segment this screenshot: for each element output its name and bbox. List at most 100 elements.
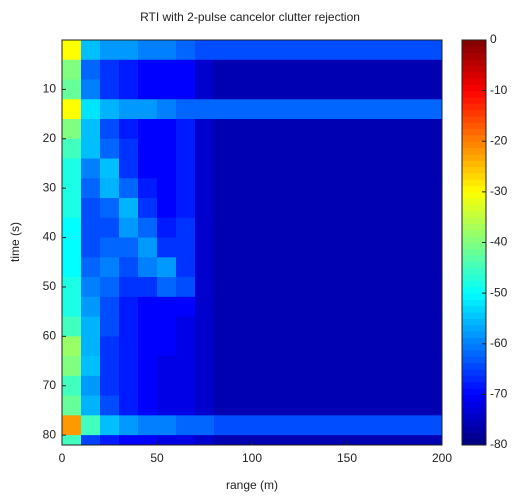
colorbar-segment: [462, 147, 486, 155]
cell: [328, 178, 348, 199]
cell: [423, 79, 442, 100]
cell: [385, 415, 405, 436]
cell: [157, 415, 177, 436]
cell: [290, 316, 310, 337]
cell: [290, 99, 310, 120]
colorbar-segment: [462, 394, 486, 402]
colorbar-segment: [462, 71, 486, 79]
cell: [271, 237, 291, 258]
x-tick-label: 0: [59, 451, 66, 465]
colorbar-segment: [462, 432, 486, 440]
cell: [100, 316, 120, 337]
cell: [271, 79, 291, 100]
cell: [404, 277, 424, 298]
cell: [328, 237, 348, 258]
cell: [100, 119, 120, 140]
cell: [138, 277, 158, 298]
cell: [138, 395, 158, 416]
colorbar-segment: [462, 236, 486, 243]
colorbar-tick-label: -20: [490, 133, 508, 147]
cell: [404, 316, 424, 337]
cell: [366, 277, 386, 298]
cell: [404, 198, 424, 219]
cell: [271, 119, 291, 140]
chart-title: RTI with 2-pulse cancelor clutter reject…: [140, 10, 360, 24]
cell: [290, 415, 310, 436]
cell: [347, 375, 367, 397]
colorbar-tick-label: -70: [490, 387, 508, 401]
cell: [347, 435, 367, 445]
cell: [347, 158, 367, 179]
cell: [347, 395, 367, 416]
cell: [195, 375, 215, 397]
cell: [81, 356, 101, 377]
y-tick-label: 40: [43, 230, 57, 244]
cell: [385, 59, 405, 81]
colorbar-segment: [462, 419, 486, 427]
cell: [62, 415, 82, 436]
cell: [81, 415, 101, 436]
cell: [271, 296, 291, 318]
cell: [366, 237, 386, 258]
cell: [328, 138, 348, 160]
cell: [271, 158, 291, 179]
cell: [176, 277, 196, 298]
colorbar-segment: [462, 77, 486, 85]
cell: [195, 296, 215, 318]
colorbar-tick-label: -50: [490, 285, 508, 299]
cell: [81, 257, 101, 278]
cell: [81, 296, 101, 318]
cell: [423, 257, 442, 278]
colorbar-segment: [462, 242, 486, 250]
cell: [309, 336, 329, 357]
cell: [138, 237, 158, 258]
cell: [81, 79, 101, 100]
cell: [233, 277, 253, 298]
cell: [385, 395, 405, 416]
cell: [252, 119, 272, 140]
cell: [309, 316, 329, 337]
cell: [195, 316, 215, 337]
cell: [366, 99, 386, 120]
cell: [271, 198, 291, 219]
cell: [347, 59, 367, 81]
cell: [119, 198, 139, 219]
cell: [309, 237, 329, 258]
cell: [328, 277, 348, 298]
cell: [423, 178, 442, 199]
colorbar-segment: [462, 58, 486, 66]
cell: [176, 217, 196, 239]
cell: [119, 415, 139, 436]
cell: [157, 395, 177, 416]
cell: [138, 79, 158, 100]
cell: [423, 415, 442, 436]
cell: [309, 217, 329, 239]
cell: [233, 158, 253, 179]
y-axis-label: time (s): [8, 222, 22, 262]
cell: [176, 336, 196, 357]
cell: [404, 336, 424, 357]
colorbar-tick-label: 0: [490, 32, 497, 46]
cell: [176, 375, 196, 397]
cell: [385, 296, 405, 318]
cell: [328, 99, 348, 120]
cell: [62, 356, 82, 377]
cell: [385, 336, 405, 357]
colorbar-segment: [462, 96, 486, 104]
cell: [119, 336, 139, 357]
cell: [100, 415, 120, 436]
cell: [62, 395, 82, 416]
colorbar-segment: [462, 52, 486, 60]
cell: [423, 99, 442, 120]
cell: [233, 296, 253, 318]
colorbar-segment: [462, 229, 486, 237]
cell: [100, 395, 120, 416]
cell: [176, 296, 196, 318]
cell: [138, 158, 158, 179]
colorbar-segment: [462, 280, 486, 288]
cell: [214, 119, 234, 140]
cell: [119, 40, 139, 61]
cell: [195, 59, 215, 81]
cell: [309, 277, 329, 298]
